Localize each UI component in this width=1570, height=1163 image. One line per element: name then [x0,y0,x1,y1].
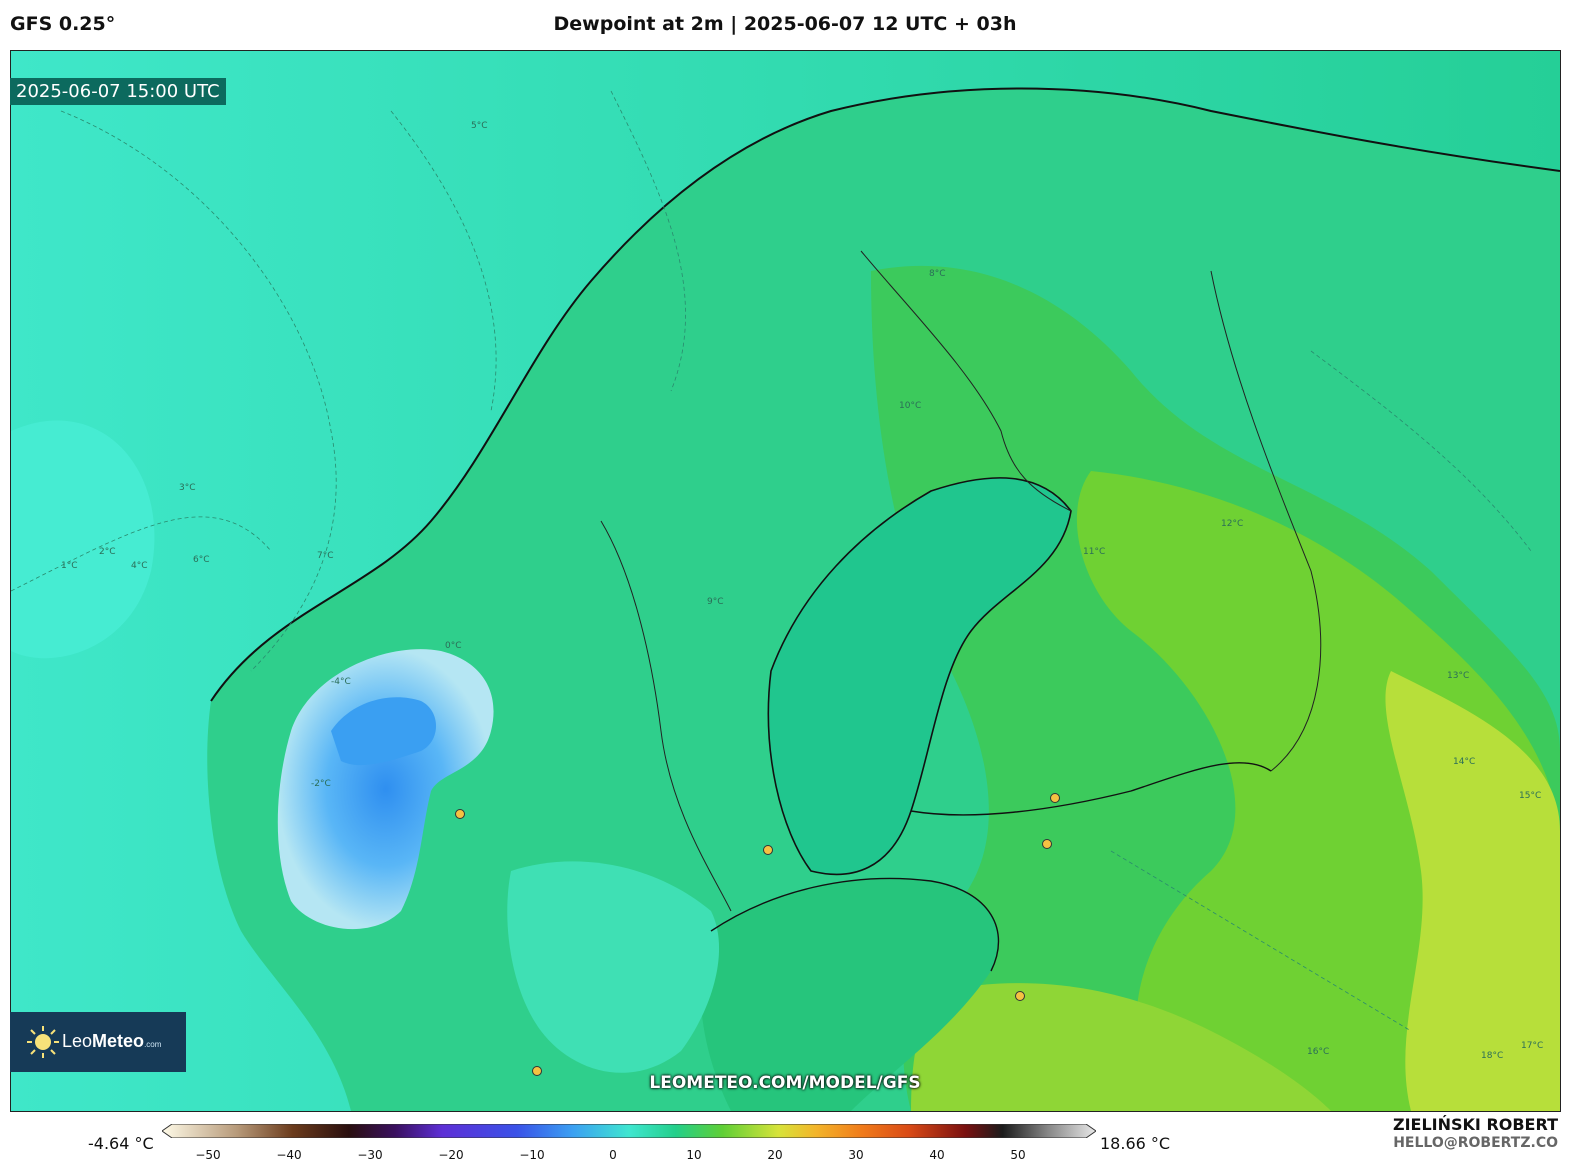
isoline [1310,350,1532,552]
cold-core-inner [331,697,436,766]
finland-sweden-border [860,250,1072,512]
map-canvas [11,51,1560,1111]
isoline [1110,850,1412,1032]
colorbar-tick: −50 [195,1148,221,1162]
cold-core-norway [277,649,494,930]
isoline-label: 5°C [471,121,488,131]
city-marker[interactable] [532,1066,542,1076]
colorbar-tick: −40 [276,1148,302,1162]
finland-russia-border [1210,270,1322,772]
colorbar-tick: −10 [519,1148,545,1162]
colorbar [162,1124,1096,1138]
isoline-label: 3°C [179,483,196,493]
isoline-label: 18°C [1481,1051,1504,1061]
dewpoint-map[interactable]: 1°C 2°C 3°C 4°C 5°C 6°C 7°C 8°C 9°C 10°C… [10,50,1561,1112]
finland-south-coast [710,877,1000,972]
sweden-norway-border [600,520,732,912]
colorbar-min-label: -4.64 °C [88,1134,154,1153]
colorbar-tick: 40 [929,1148,945,1162]
cool-pocket [11,420,155,659]
city-marker[interactable] [1050,793,1060,803]
city-marker[interactable] [763,845,773,855]
leometeo-logo: LeoMeteo.com [10,1012,186,1072]
isoline-label: 12°C [1221,519,1244,529]
colorbar-max-label: 18.66 °C [1100,1134,1171,1153]
isoline-label: 2°C [99,547,116,557]
isoline-label: -4°C [331,677,351,687]
gulf-finland-coast [910,762,1272,816]
sun-icon [27,1026,59,1058]
isoline-label: 8°C [929,269,946,279]
isoline-label: 15°C [1519,791,1542,801]
author-email[interactable]: HELLO@ROBERTZ.CO [1393,1135,1558,1151]
colorbar-tick: −20 [438,1148,464,1162]
isoline [610,90,686,392]
logo-wordmark: LeoMeteo.com [62,1031,162,1051]
baltic-states-warm [911,983,1331,1111]
bothnia-coast [767,477,1072,876]
isoline-label: 9°C [707,597,724,607]
colorbar-tick: 0 [609,1148,617,1162]
colorbar-tick: 50 [1010,1148,1026,1162]
isoline-label: 13°C [1447,671,1470,681]
isoline-label: 11°C [1083,547,1106,557]
baltic-sea [700,878,999,1111]
isoline-label: 1°C [61,561,78,571]
watermark-url: LEOMETEO.COM/MODEL/GFS [649,1073,921,1093]
isoline-label: 0°C [445,641,462,651]
city-marker[interactable] [1042,839,1052,849]
isoline-label: 4°C [131,561,148,571]
isoline-label: 14°C [1453,757,1476,767]
isoline-label: 10°C [899,401,922,411]
isoline-label: 7°C [317,551,334,561]
south-sweden-cool [507,861,720,1073]
isoline-label: 16°C [1307,1047,1330,1057]
valid-time-badge: 2025-06-07 15:00 UTC [10,78,226,105]
norway-coast [210,87,1560,702]
city-marker[interactable] [1015,991,1025,1001]
author-credit: ZIELIŃSKI ROBERT [1392,1115,1558,1134]
isoline [11,516,272,592]
isoline-label: 17°C [1521,1041,1544,1051]
colorbar-tick: 10 [686,1148,702,1162]
model-label: GFS 0.25° [10,13,116,35]
colorbar-tick: −30 [357,1148,383,1162]
colorbar-tick: 30 [848,1148,864,1162]
city-marker[interactable] [455,809,465,819]
chart-title: Dewpoint at 2m | 2025-06-07 12 UTC + 03h [553,13,1017,35]
colorbar-tick: 20 [767,1148,783,1162]
isoline [390,110,497,412]
isoline-label: -2°C [311,779,331,789]
gulf-of-bothnia [768,477,1071,875]
warmest-east [1385,671,1560,1111]
isoline-label: 6°C [193,555,210,565]
